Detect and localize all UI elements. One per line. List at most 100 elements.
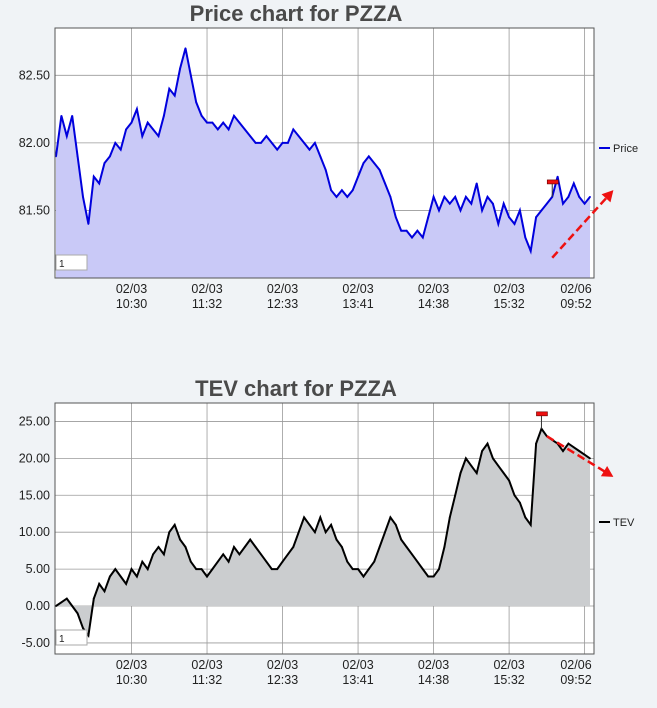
tev-x-ticks: 02/03 10:30 02/03 11:32 02/03 12:33 02/0… <box>116 658 592 687</box>
tev-range-input[interactable] <box>55 629 88 646</box>
price-data-point <box>227 128 230 131</box>
tev-data-point <box>157 546 160 548</box>
price-x-tick-time: 11:32 <box>192 297 222 311</box>
tev-data-point <box>470 464 473 467</box>
tev-data-point <box>589 457 591 460</box>
tev-data-point <box>270 568 273 571</box>
tev-data-point <box>233 546 235 548</box>
price-data-point <box>136 108 138 110</box>
tev-data-point <box>238 553 241 556</box>
price-data-point <box>529 250 532 252</box>
tev-data-point <box>141 560 144 563</box>
tev-x-tick-time: 14:38 <box>418 673 449 687</box>
tev-data-point <box>76 612 79 615</box>
price-x-tick-date: 02/03 <box>342 282 373 296</box>
price-points <box>55 47 591 252</box>
price-data-point <box>421 236 424 239</box>
price-x-tick-date: 02/03 <box>191 282 222 296</box>
tev-y-tick: 5.00 <box>26 562 50 576</box>
tev-x-tick-date: 02/03 <box>267 658 298 672</box>
price-data-point <box>98 182 101 185</box>
tev-data-point <box>60 601 63 604</box>
tev-data-point <box>82 627 84 630</box>
tev-range-input-value: 1 <box>59 634 65 645</box>
price-data-point <box>578 196 581 198</box>
tev-y-tick: 15.00 <box>19 488 50 502</box>
price-data-point <box>141 135 144 138</box>
price-legend[interactable]: Price <box>599 143 638 155</box>
tev-data-point <box>448 516 451 519</box>
price-data-point <box>238 121 241 124</box>
tev-data-point <box>287 553 289 556</box>
tev-data-point <box>373 560 376 563</box>
tev-line <box>55 426 591 639</box>
price-data-point <box>335 196 338 198</box>
tev-data-point <box>211 568 214 571</box>
tev-data-point <box>152 553 154 556</box>
tev-data-point <box>578 450 581 452</box>
price-data-point <box>470 202 473 205</box>
tev-data-point <box>222 553 225 556</box>
price-data-point <box>292 128 295 131</box>
price-data-point <box>168 87 171 90</box>
price-data-point <box>308 148 311 151</box>
price-data-point <box>492 202 494 205</box>
price-y-tick: 81.50 <box>19 203 50 217</box>
price-plot-border <box>54 27 595 279</box>
tev-data-point <box>562 450 564 452</box>
tev-data-point <box>136 575 138 578</box>
tev-x-tick-date: 02/03 <box>116 658 147 672</box>
tev-data-point <box>475 472 478 475</box>
price-data-point <box>535 216 537 219</box>
price-trend-arrowhead <box>601 190 614 203</box>
tev-data-point <box>297 531 300 534</box>
tev-data-point <box>432 575 435 578</box>
tev-chart: TEV chart for PZZA 25.00 20.00 15.00 10.… <box>19 376 635 687</box>
tev-event-marker[interactable] <box>536 411 548 429</box>
tev-y-tick: 20.00 <box>19 451 50 465</box>
tev-data-point <box>362 575 365 578</box>
price-data-point <box>222 121 225 124</box>
price-data-point <box>443 196 446 198</box>
price-data-point <box>459 209 462 212</box>
price-data-point <box>556 175 559 178</box>
price-data-point <box>567 196 570 198</box>
price-data-point <box>260 141 262 144</box>
tev-data-point <box>535 442 537 445</box>
price-data-point <box>195 101 198 104</box>
price-data-point <box>357 175 359 178</box>
price-data-point <box>389 196 392 198</box>
price-data-point <box>65 135 68 138</box>
tev-chart-title: TEV chart for PZZA <box>195 376 397 401</box>
price-x-tick-time: 10:30 <box>116 297 147 311</box>
tev-data-point <box>438 568 440 571</box>
tev-data-point <box>254 546 257 548</box>
tev-data-point <box>502 472 505 475</box>
tev-data-point <box>529 523 532 526</box>
price-x-tick-date: 02/03 <box>493 282 524 296</box>
tev-x-tick-time: 13:41 <box>342 673 373 687</box>
tev-data-point <box>351 568 354 571</box>
tev-y-tick: 10.00 <box>19 525 50 539</box>
price-data-point <box>465 196 467 198</box>
tev-data-point <box>524 516 527 519</box>
tev-data-point <box>405 546 408 548</box>
price-event-marker[interactable] <box>546 179 559 197</box>
price-data-point <box>373 162 376 165</box>
tev-data-point <box>130 568 133 571</box>
price-data-point <box>545 202 548 205</box>
tev-x-tick-date: 02/03 <box>342 658 373 672</box>
tev-data-point <box>454 494 457 497</box>
tev-data-point <box>330 523 332 526</box>
tev-data-point <box>119 575 122 578</box>
tev-legend[interactable]: TEV <box>599 517 635 529</box>
tev-data-point <box>394 523 397 526</box>
price-data-point <box>162 114 165 117</box>
tev-data-point <box>497 464 500 467</box>
price-range-input[interactable] <box>55 254 88 271</box>
price-data-point <box>502 202 505 205</box>
tev-data-point <box>227 560 230 563</box>
tev-data-point <box>367 568 370 571</box>
price-data-point <box>405 229 408 232</box>
price-data-point <box>60 114 63 117</box>
